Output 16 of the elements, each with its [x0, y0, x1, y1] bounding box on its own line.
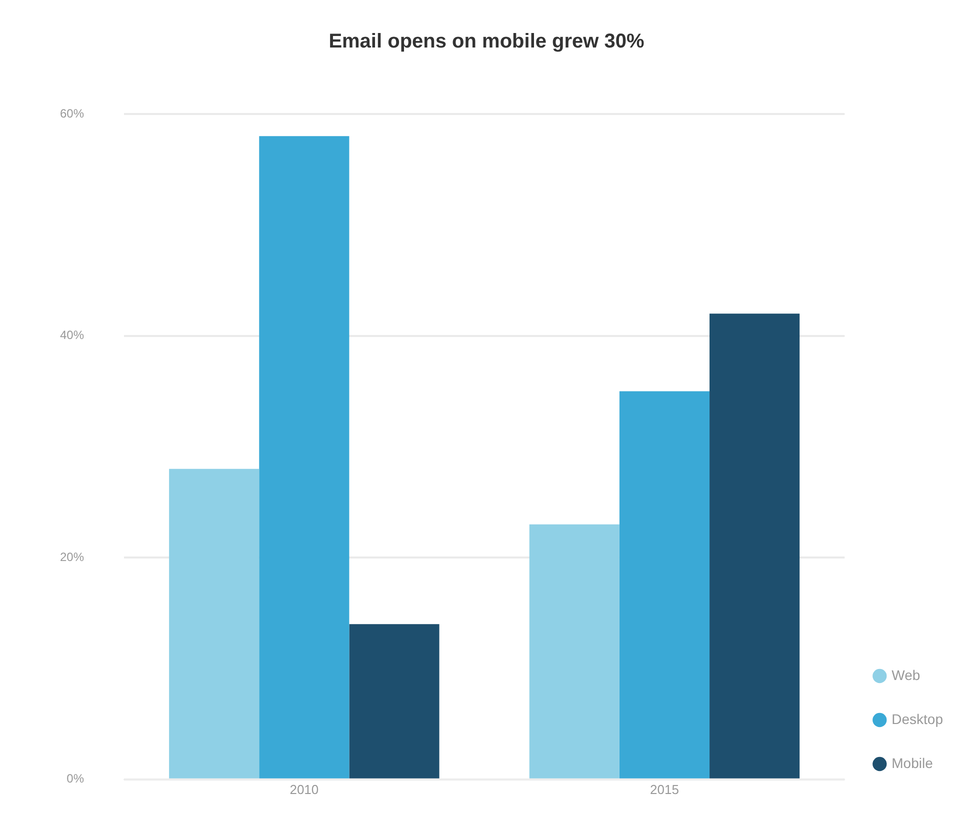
x-tick-label: 2010 [290, 782, 319, 797]
x-tick-label: 2015 [650, 782, 679, 797]
bar [259, 136, 350, 778]
y-tick-label: 60% [60, 106, 84, 120]
y-tick-label: 40% [60, 328, 84, 342]
bar [349, 624, 440, 778]
legend-label: Mobile [892, 754, 934, 771]
bar [169, 468, 260, 778]
bar [710, 314, 800, 778]
legend-label: Web [892, 666, 920, 683]
bar [619, 391, 710, 778]
chart-title: Email opens on mobile grew 30% [328, 30, 645, 53]
legend-label: Desktop [892, 710, 944, 727]
bar [529, 524, 620, 778]
y-tick-label: 20% [60, 550, 84, 564]
y-tick-label: 0% [66, 772, 84, 786]
